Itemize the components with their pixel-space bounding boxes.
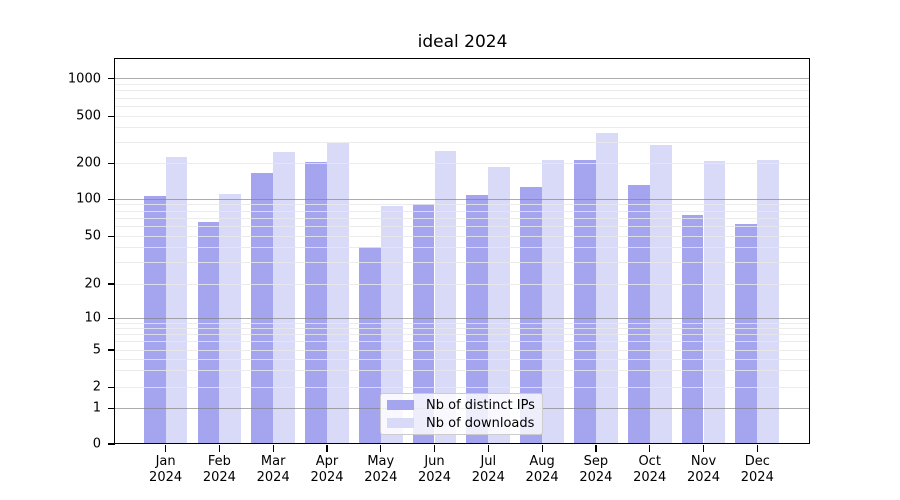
y-tick-label-500: 500 — [76, 108, 101, 124]
legend-label-distinct-ips: Nb of distinct IPs — [426, 397, 535, 413]
x-tick-aug-2024 — [541, 444, 543, 452]
legend-item-downloads: Nb of downloads — [387, 416, 534, 431]
legend-swatch-distinct-ips — [387, 400, 414, 410]
x-tick-label-may-2024: May 2024 — [364, 454, 398, 485]
x-tick-label-aug-2024: Aug 2024 — [525, 454, 559, 485]
x-tick-may-2024 — [380, 444, 382, 452]
y-tick-label-0: 0 — [92, 436, 101, 452]
y-tick-label-20: 20 — [84, 276, 101, 292]
x-tick-sep-2024 — [595, 444, 597, 452]
y-tick-label-200: 200 — [76, 155, 101, 171]
x-tick-mar-2024 — [272, 444, 274, 452]
x-tick-label-dec-2024: Dec 2024 — [740, 454, 774, 485]
legend-item-distinct-ips: Nb of distinct IPs — [387, 397, 535, 413]
legend-swatch-downloads — [387, 418, 414, 428]
legend-label-downloads: Nb of downloads — [426, 415, 535, 431]
x-tick-label-mar-2024: Mar 2024 — [256, 454, 290, 485]
x-tick-apr-2024 — [326, 444, 328, 452]
x-tick-oct-2024 — [649, 444, 651, 452]
chart-title: ideal 2024 — [417, 32, 508, 52]
y-tick-label-100: 100 — [76, 191, 101, 207]
x-tick-jul-2024 — [487, 444, 489, 452]
y-tick-label-5: 5 — [92, 342, 101, 358]
x-tick-label-jun-2024: Jun 2024 — [417, 454, 452, 485]
x-tick-dec-2024 — [756, 444, 758, 452]
x-tick-nov-2024 — [702, 444, 705, 452]
x-tick-jun-2024 — [433, 444, 436, 452]
plot-frame — [114, 58, 810, 444]
x-tick-jan-2024 — [165, 444, 167, 452]
x-tick-label-sep-2024: Sep 2024 — [579, 454, 613, 485]
legend: Nb of distinct IPs Nb of downloads — [380, 393, 543, 435]
x-tick-label-apr-2024: Apr 2024 — [310, 454, 344, 485]
x-tick-label-jan-2024: Jan 2024 — [149, 454, 183, 485]
x-tick-label-jul-2024: Jul 2024 — [471, 454, 505, 485]
y-tick-label-1: 1 — [92, 400, 101, 416]
x-tick-label-oct-2024: Oct 2024 — [633, 454, 667, 485]
y-tick-label-2: 2 — [92, 379, 101, 395]
x-tick-label-nov-2024: Nov 2024 — [686, 454, 721, 485]
x-tick-label-feb-2024: Feb 2024 — [202, 454, 236, 485]
y-tick-label-1000: 1000 — [67, 71, 101, 86]
y-tick-label-10: 10 — [84, 310, 101, 326]
y-tick-label-50: 50 — [84, 228, 101, 244]
x-tick-feb-2024 — [218, 444, 221, 452]
